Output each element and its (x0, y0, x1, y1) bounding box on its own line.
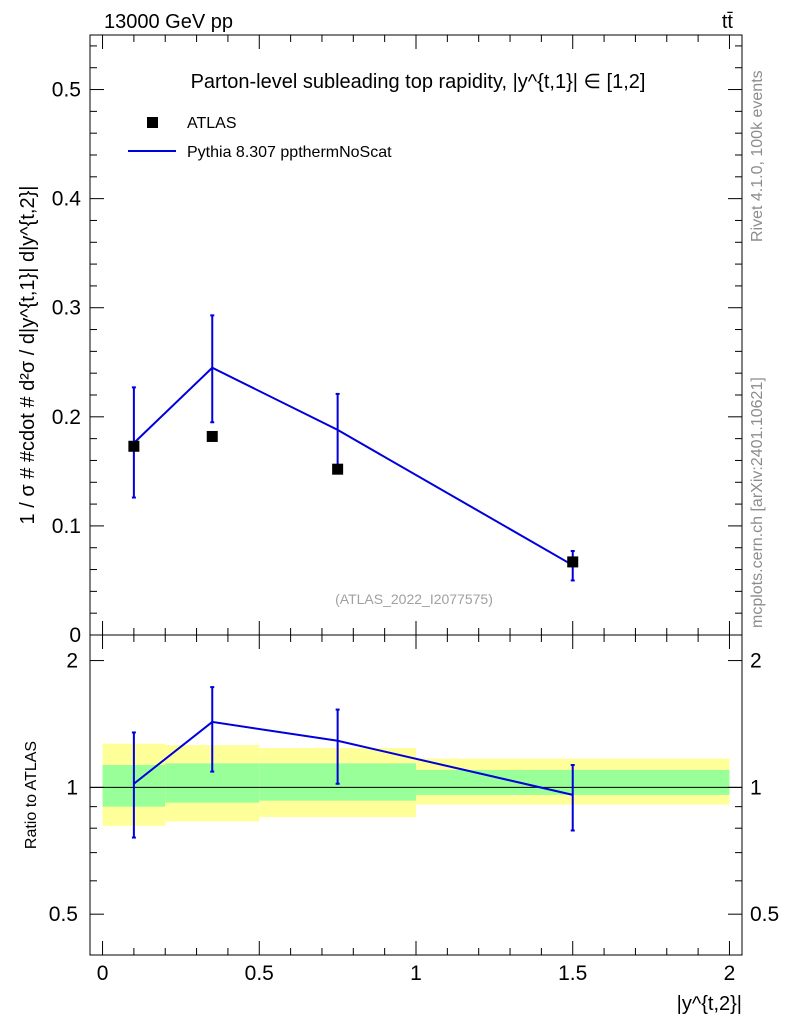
ratio-y-tick-label-right: 1 (750, 776, 762, 799)
ratio-y-tick-label-right: 2 (750, 650, 762, 673)
ratio-y-tick-label: 0.5 (49, 903, 78, 926)
chart-title: Parton-level subleading top rapidity, |y… (191, 71, 646, 93)
ratio-y-tick-label: 2 (66, 650, 78, 673)
energy-label: 13000 GeV pp (104, 11, 233, 33)
ratio-pythia-line (133, 720, 573, 796)
ratio-plot-marks (131, 686, 575, 839)
source-label: mcplots.cern.ch [arXiv:2401.10621] (749, 377, 766, 628)
process-label: tt̄ (722, 11, 734, 33)
y-tick-label: 0.3 (52, 297, 81, 320)
pythia-line (133, 366, 574, 567)
y-tick-label: 0.4 (52, 188, 82, 211)
x-tick-label: 1 (410, 962, 422, 985)
main-plot-marks (128, 314, 579, 582)
ratio-y-tick-label-right: 0.5 (750, 903, 779, 926)
y-tick-label: 0.2 (52, 406, 81, 429)
analysis-id-label: (ATLAS_2022_I2077575) (335, 591, 493, 607)
ratio-y-tick-label: 1 (66, 776, 78, 799)
x-tick-label: 0 (97, 962, 109, 985)
main-y-axis-label: 1 / σ # #cdot # d²σ / d|y^{t,1}| d|y^{t,… (17, 186, 39, 525)
y-tick-label: 0 (69, 624, 81, 647)
legend-atlas-label: ATLAS (187, 115, 237, 132)
atlas-data-point (128, 440, 140, 452)
legend-pythia-label: Pythia 8.307 ppthermNoScat (187, 144, 392, 161)
y-tick-label: 0.5 (52, 79, 81, 102)
x-tick-label: 0.5 (245, 962, 274, 985)
atlas-data-point (567, 556, 579, 568)
y-tick-label: 0.1 (52, 515, 81, 538)
x-axis-label: |y^{t,2}| (677, 993, 742, 1015)
rivet-version-label: Rivet 4.1.0, 100k events (749, 70, 766, 242)
ratio-plot-frame: 0 0.5 1 1.5 2 0.5 0.5 1 1 2 2 (49, 634, 779, 985)
atlas-data-point (206, 430, 218, 442)
legend-atlas-marker (147, 117, 158, 128)
x-tick-label: 2 (724, 962, 736, 985)
ratio-uncertainty-bands (102, 743, 730, 826)
x-tick-label: 1.5 (558, 962, 587, 985)
atlas-data-point (332, 463, 344, 475)
ratio-y-axis-label: Ratio to ATLAS (23, 741, 40, 849)
